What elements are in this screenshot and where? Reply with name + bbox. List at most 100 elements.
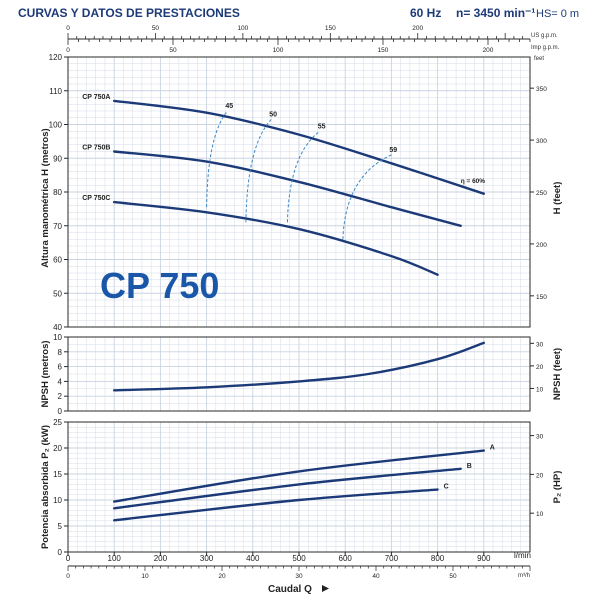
us-gpm-ticks: 0 50 100 150 200 [66, 25, 524, 39]
m3h-tick-label: 10 [141, 573, 149, 580]
flow-unit: l/min [514, 551, 531, 560]
y-tick-label: 10 [53, 496, 62, 505]
imp-gpm-unit: Imp g.p.m. [531, 45, 560, 51]
y-tick-label: 8 [58, 348, 63, 357]
head-panel: 40 50 60 70 80 90 100 110 120 150 200 250 300 350 CP 7… [49, 53, 548, 332]
y2-tick-label: 250 [536, 190, 547, 197]
flow-tick-label: 500 [292, 554, 306, 563]
y2-tick-label: 10 [536, 511, 544, 518]
imp-gpm-ticks: 0 50 100 150 200 [66, 39, 531, 54]
flow-arrow-icon [322, 585, 329, 592]
imp-tick-label: 200 [483, 47, 494, 54]
bottom-flow-scale: 0 10 20 30 40 50 m³/h [66, 565, 531, 580]
head-y-axis-label: Altura manométrica H (metros) [40, 128, 51, 267]
m3h-tick-label: 20 [218, 573, 226, 580]
flow-tick-label: 300 [200, 554, 214, 563]
y-tick-label: 10 [53, 333, 62, 342]
y-tick-label: 70 [53, 222, 62, 231]
frequency-label: 60 Hz [410, 6, 441, 20]
flow-tick-label: 600 [339, 554, 353, 563]
y-tick-label: 5 [58, 522, 63, 531]
y-tick-label: 0 [58, 548, 63, 557]
head-y2-axis-label: H (feet) [552, 182, 563, 215]
y2-tick-label: 200 [536, 242, 547, 249]
us-gpm-unit: US g.p.m. [531, 33, 558, 39]
series-line [113, 150, 462, 227]
efficiency-label: 45 [225, 103, 233, 110]
efficiency-label: 55 [318, 123, 326, 130]
npsh-y-axis-label: NPSH (metros) [40, 340, 51, 407]
y2-tick-label: 300 [536, 138, 547, 145]
y2-tick-label: 150 [536, 294, 547, 301]
y-tick-label: 20 [53, 444, 62, 453]
m3h-unit: m³/h [518, 573, 530, 579]
series-line [113, 467, 462, 510]
efficiency-label: 50 [269, 111, 277, 118]
series-label: B [467, 463, 472, 470]
npsh-panel: 0 2 4 6 8 10 10 20 30 [53, 333, 544, 416]
panel-frame [67, 336, 531, 412]
y2-tick-label: 30 [536, 341, 544, 348]
series-label: CP 750A [82, 94, 110, 101]
m3h-tick-label: 50 [449, 573, 457, 580]
flow-tick-label: 700 [385, 554, 399, 563]
m3h-tick-label: 40 [372, 573, 380, 580]
y2-tick-label: 10 [536, 386, 544, 393]
y-tick-label: 25 [53, 418, 62, 427]
series-label: C [444, 484, 449, 491]
y-tick-label: 4 [58, 377, 63, 386]
hs-label: HS= 0 m [536, 8, 579, 20]
series-line [113, 341, 485, 392]
y-tick-label: 110 [49, 87, 62, 96]
speed-label: n= 3450 min⁻¹ [456, 6, 535, 20]
series-label: CP 750C [82, 195, 110, 202]
y2-tick-label: 350 [536, 86, 547, 93]
y-tick-label: 90 [53, 154, 62, 163]
power-panel: 0 5 10 15 20 25 10 20 30 A B C [53, 418, 544, 557]
us-tick-label: 0 [66, 25, 70, 32]
imp-tick-label: 100 [273, 47, 284, 54]
y2-tick-label: 20 [536, 364, 544, 371]
y-tick-label: 6 [58, 363, 63, 372]
us-tick-label: 150 [325, 25, 336, 32]
efficiency-line [286, 130, 321, 223]
head-y2-unit: feet [534, 56, 544, 62]
grid [68, 422, 530, 552]
y-tick-label: 60 [53, 256, 62, 265]
power-y-axis-label: Potencia absorbida P₂ (kW) [40, 425, 51, 549]
efficiency-line [245, 119, 272, 223]
imp-tick-label: 50 [169, 47, 177, 54]
flow-axis-label: Caudal Q [268, 584, 312, 595]
flow-tick-label: 800 [431, 554, 445, 563]
model-logo: CP 750 [100, 265, 219, 306]
y-tick-label: 15 [53, 470, 62, 479]
y-tick-label: 100 [49, 121, 63, 130]
us-tick-label: 50 [152, 25, 160, 32]
flow-tick-label: 0 [66, 554, 71, 563]
flow-tick-label: 900 [477, 554, 491, 563]
chart-title: CURVAS Y DATOS DE PRESTACIONES [18, 6, 240, 20]
m3h-ticks: 0 10 20 30 40 50 [66, 566, 531, 580]
m3h-tick-label: 0 [66, 573, 70, 580]
y2-tick-label: 20 [536, 472, 544, 479]
flow-tick-label: 200 [154, 554, 168, 563]
us-tick-label: 100 [237, 25, 248, 32]
flow-tick-label: 400 [246, 554, 260, 563]
series-line [113, 99, 485, 195]
series-label: A [490, 445, 495, 452]
m3h-tick-label: 30 [295, 573, 303, 580]
y-tick-label: 80 [53, 188, 62, 197]
us-tick-label: 200 [412, 25, 423, 32]
y-tick-label: 2 [58, 392, 63, 401]
series-label: CP 750B [82, 145, 110, 152]
series-line [113, 200, 439, 276]
top-flow-scale: 0 50 100 150 200 0 50 100 150 200 US g.p.m. Imp … [66, 25, 559, 54]
npsh-y2-axis-label: NPSH (feet) [552, 348, 563, 400]
efficiency-line [342, 154, 392, 240]
imp-tick-label: 150 [378, 47, 389, 54]
y-tick-label: 0 [58, 407, 63, 416]
y2-tick-label: 30 [536, 434, 544, 441]
efficiency-line [206, 110, 228, 208]
y-tick-label: 40 [53, 323, 62, 332]
